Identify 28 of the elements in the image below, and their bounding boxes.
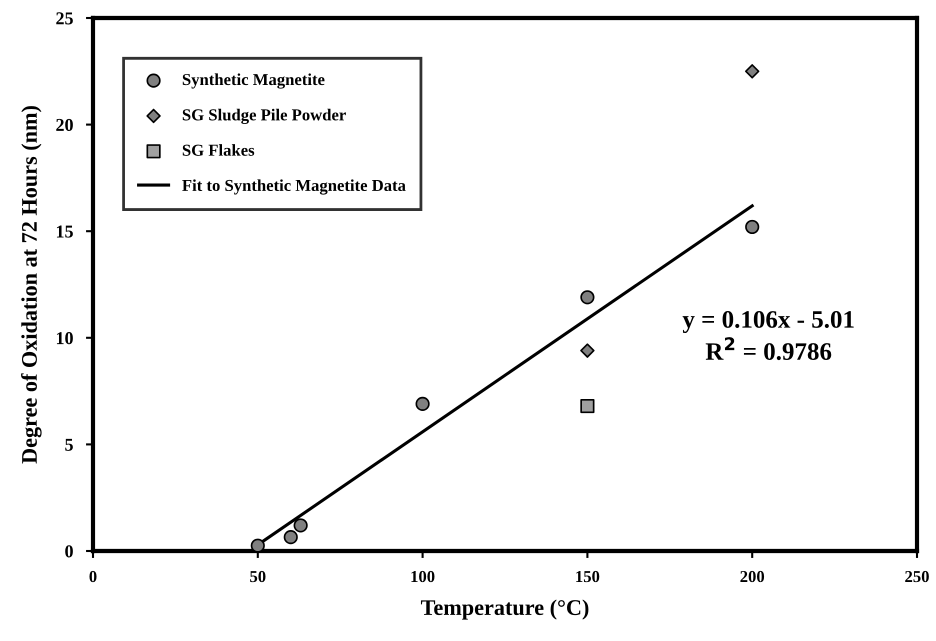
legend-label: Synthetic Magnetite <box>182 73 325 89</box>
y-tick-label: 25 <box>56 12 73 24</box>
x-tick-label: 100 <box>411 570 434 582</box>
point <box>294 518 308 532</box>
x-tick-label: 150 <box>576 570 600 582</box>
point <box>250 538 265 551</box>
legend-label: Fit to Synthetic Magnetite Data <box>182 179 406 195</box>
point <box>416 396 430 411</box>
y-tick-label: 15 <box>56 226 73 238</box>
y-axis-title: Degree of Oxidation at 72 Hours (nm) <box>21 106 42 464</box>
point <box>580 290 594 304</box>
point <box>745 220 760 234</box>
y-tick-label: 0 <box>65 545 73 558</box>
legend-label: SG Flakes <box>182 144 254 156</box>
point <box>284 530 298 544</box>
annotation: y = 0.106x - 5.01 R$^{2}$ = 0.9786 <box>682 311 854 360</box>
x-tick-label: 50 <box>250 570 266 582</box>
y-tick-label: 10 <box>56 332 73 344</box>
x-tick-label: 200 <box>740 570 764 582</box>
x-tick-label: 0 <box>89 570 97 582</box>
point <box>580 343 595 358</box>
legend-label: SG Sludge Pile Powder <box>182 108 346 124</box>
y-tick-label: 20 <box>56 118 73 132</box>
point <box>744 64 760 79</box>
x-axis-title: Temperature (°C) <box>420 599 588 620</box>
point <box>580 398 594 414</box>
x-tick-label: 250 <box>905 570 929 582</box>
y-tick-label: 5 <box>65 438 73 451</box>
